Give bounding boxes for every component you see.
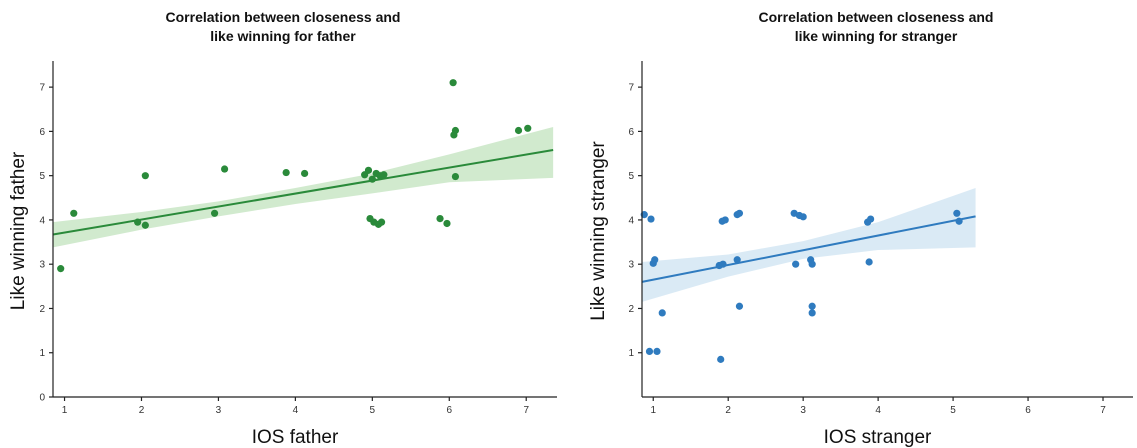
chart-title: like winning for father	[210, 28, 356, 44]
y-tick-label: 3	[628, 260, 634, 271]
x-tick-label: 7	[1100, 405, 1106, 416]
x-tick-label: 5	[950, 405, 956, 416]
data-point	[134, 218, 142, 226]
y-tick-label: 4	[39, 215, 45, 226]
data-point	[953, 209, 961, 217]
data-point	[210, 209, 219, 217]
data-point	[733, 256, 741, 264]
x-tick-label: 2	[139, 405, 145, 416]
regression-line	[52, 149, 554, 236]
x-tick-label: 7	[523, 405, 529, 416]
data-point	[301, 169, 309, 178]
data-point	[735, 302, 744, 310]
y-axis-label: Like winning father	[8, 151, 29, 310]
y-tick-label: 3	[39, 260, 45, 271]
data-point	[220, 165, 229, 173]
x-tick-label: 3	[216, 405, 222, 416]
data-point	[57, 265, 65, 273]
data-point	[368, 175, 376, 183]
x-axis-label: IOS father	[252, 427, 339, 448]
data-point	[451, 172, 460, 181]
chart-father: Correlation between closeness and like wi…	[8, 9, 557, 448]
data-point	[792, 260, 800, 268]
confidence-band	[53, 126, 554, 248]
data-point	[443, 219, 451, 228]
x-tick-label: 2	[725, 405, 731, 416]
data-point	[141, 172, 149, 180]
data-point	[658, 309, 666, 317]
x-tick-label: 6	[1025, 405, 1031, 416]
data-point	[70, 209, 78, 217]
data-point	[955, 217, 963, 225]
x-tick-label: 3	[800, 405, 806, 416]
data-point	[524, 124, 532, 132]
chart-stranger: Correlation between closeness and like wi…	[588, 9, 1133, 448]
regression-line	[641, 215, 976, 283]
y-tick-label: 7	[628, 83, 634, 94]
data-point	[364, 166, 373, 174]
y-tick-label: 5	[39, 171, 45, 182]
x-tick-label: 1	[62, 405, 68, 416]
data-point	[647, 215, 655, 223]
data-point	[450, 131, 458, 139]
y-tick-label: 1	[39, 348, 45, 359]
data-point	[719, 260, 727, 268]
data-point	[141, 221, 149, 229]
data-point	[651, 256, 659, 264]
chart-title: Correlation between closeness and	[759, 9, 994, 25]
data-point	[436, 215, 444, 223]
x-tick-label: 1	[650, 405, 656, 416]
data-point	[653, 347, 661, 356]
chart-title: like winning for stranger	[795, 28, 958, 44]
data-point	[514, 126, 523, 135]
data-point	[808, 302, 816, 310]
data-point	[449, 79, 457, 87]
x-axis-label: IOS stranger	[824, 427, 932, 448]
y-axis-label: Like winning stranger	[588, 141, 609, 321]
confidence-band	[642, 188, 976, 302]
data-point	[808, 260, 816, 268]
chart-title: Correlation between closeness and	[166, 9, 401, 25]
data-point	[377, 218, 386, 226]
data-point	[380, 171, 388, 179]
data-point	[717, 355, 725, 363]
x-tick-label: 5	[370, 405, 376, 416]
y-tick-label: 0	[39, 393, 45, 404]
y-tick-label: 2	[39, 304, 45, 315]
y-tick-label: 2	[628, 304, 634, 315]
x-tick-label: 6	[446, 405, 452, 416]
data-point	[865, 258, 873, 266]
y-tick-label: 6	[39, 127, 45, 138]
x-tick-label: 4	[293, 405, 299, 416]
x-tick-label: 4	[875, 405, 881, 416]
data-point	[799, 213, 807, 221]
y-tick-label: 5	[628, 171, 634, 182]
data-point	[645, 347, 654, 356]
y-tick-label: 7	[39, 83, 45, 94]
y-tick-label: 4	[628, 215, 634, 226]
y-tick-label: 1	[628, 348, 634, 359]
data-point	[808, 309, 816, 317]
data-point	[721, 216, 729, 224]
data-point	[735, 209, 744, 217]
data-point	[867, 215, 875, 223]
data-point	[282, 168, 290, 177]
y-tick-label: 6	[628, 127, 634, 138]
